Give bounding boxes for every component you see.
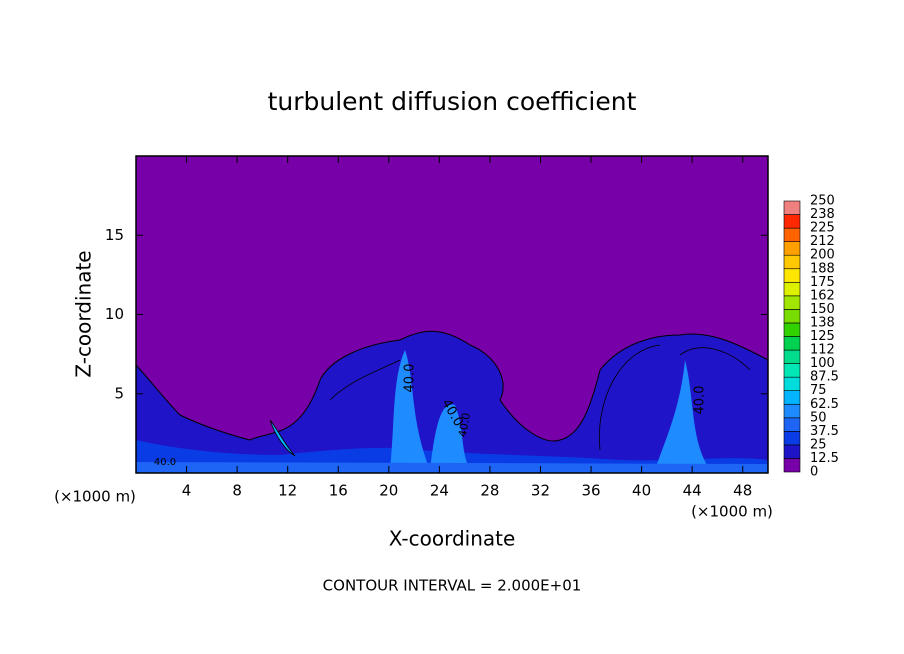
colorbar-label: 238 xyxy=(810,207,835,222)
colorbar-bin xyxy=(783,431,801,446)
contour-label: 40.0 xyxy=(693,386,708,415)
colorbar-label: 212 xyxy=(810,234,835,249)
colorbar-label: 188 xyxy=(810,261,835,276)
colorbar-label: 0 xyxy=(810,465,818,480)
y-axis-label: Z-coordinate xyxy=(72,250,96,377)
colorbar-label: 162 xyxy=(810,288,835,303)
colorbar-bin xyxy=(783,390,801,405)
colorbar-label: 225 xyxy=(810,221,835,236)
x-unit: (×1000 m) xyxy=(691,503,773,521)
y-tick-label: 5 xyxy=(114,384,124,402)
contour-label: 40.0 xyxy=(154,457,176,468)
colorbar-bin xyxy=(783,241,801,256)
colorbar-bin xyxy=(783,349,801,364)
x-tick-label: 44 xyxy=(683,482,702,500)
colorbar-bin xyxy=(783,268,801,283)
colorbar-label: 112 xyxy=(810,343,835,358)
colorbar-label: 175 xyxy=(810,275,835,290)
contour-label: 40.0 xyxy=(403,364,418,393)
y-tick-label: 15 xyxy=(105,226,124,244)
x-tick-label: 16 xyxy=(329,482,348,500)
colorbar-label: 100 xyxy=(810,356,835,371)
colorbar-bin xyxy=(783,444,801,459)
x-tick-label: 20 xyxy=(379,482,398,500)
colorbar-bin xyxy=(783,227,801,242)
x-tick-label: 8 xyxy=(232,482,242,500)
colorbar-bin xyxy=(783,376,801,391)
colorbar-bin xyxy=(783,336,801,351)
x-tick-label: 32 xyxy=(531,482,550,500)
colorbar-bin xyxy=(783,200,801,215)
colorbar-bin xyxy=(783,403,801,419)
colorbar-bin xyxy=(783,295,801,310)
colorbar-bin xyxy=(783,322,801,337)
colorbar-label: 200 xyxy=(810,248,835,263)
x-tick-label: 12 xyxy=(278,482,297,500)
x-tick-label: 4 xyxy=(182,482,192,500)
chart-title: turbulent diffusion coefficient xyxy=(268,87,637,116)
x-tick-label: 40 xyxy=(632,482,651,500)
colorbar-label: 62.5 xyxy=(810,397,839,412)
x-unit: (×1000 m) xyxy=(54,488,136,506)
colorbar-label: 87.5 xyxy=(810,370,839,385)
x-tick-label: 36 xyxy=(581,482,600,500)
colorbar-label: 138 xyxy=(810,315,835,330)
x-tick-label: 28 xyxy=(480,482,499,500)
x-axis-label: X-coordinate xyxy=(389,527,516,551)
x-tick-label: 48 xyxy=(733,482,752,500)
y-tick-label: 10 xyxy=(105,305,124,323)
colorbar-bin xyxy=(783,363,801,378)
colorbar-label: 50 xyxy=(810,410,827,425)
colorbar-label: 12.5 xyxy=(810,451,839,466)
colorbar-label: 125 xyxy=(810,329,835,344)
colorbar-bin xyxy=(783,458,801,473)
colorbar-bin xyxy=(783,214,801,229)
colorbar-bin xyxy=(783,309,801,324)
contour-label: 40.0 xyxy=(456,412,473,438)
colorbar-bin xyxy=(783,417,801,432)
field xyxy=(136,156,768,473)
colorbar-label: 37.5 xyxy=(810,424,839,439)
colorbar-label: 25 xyxy=(810,437,827,452)
x-tick-label: 24 xyxy=(430,482,449,500)
colorbar-label: 250 xyxy=(810,194,835,209)
colorbar-bin xyxy=(783,254,801,270)
colorbar-label: 150 xyxy=(810,302,835,317)
footer: CONTOUR INTERVAL = 2.000E+01 xyxy=(323,577,582,595)
colorbar-bin xyxy=(783,281,801,297)
colorbar-label: 75 xyxy=(810,383,827,398)
